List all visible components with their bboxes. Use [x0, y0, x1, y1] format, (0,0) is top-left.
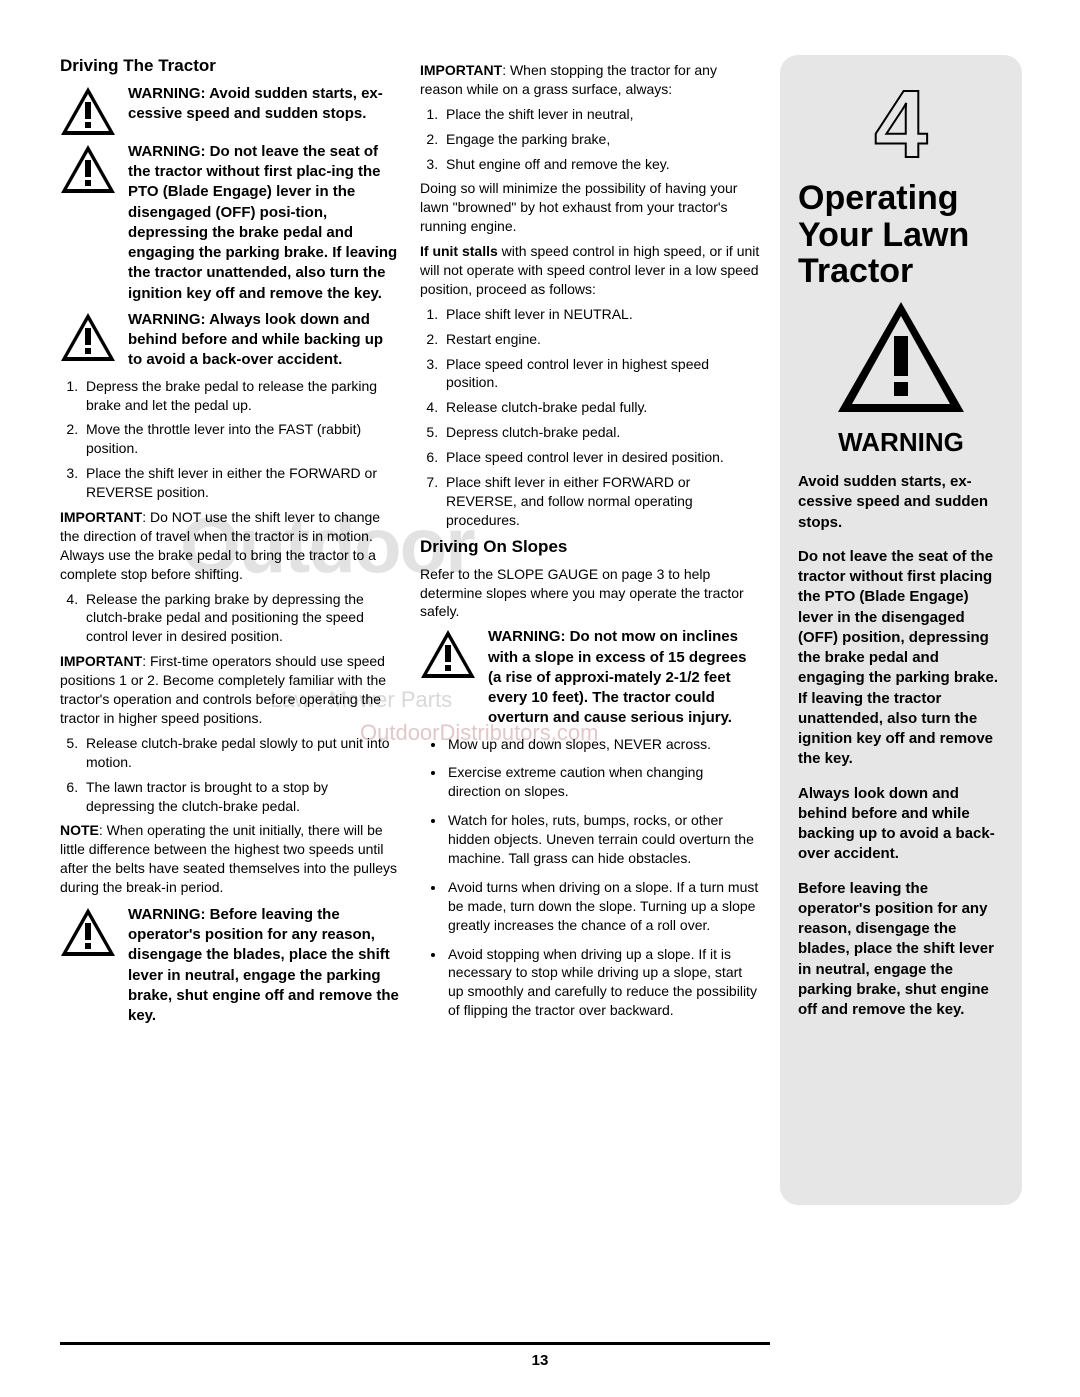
- bullet-item: Avoid stopping when driving up a slope. …: [446, 945, 760, 1021]
- warning-icon: [420, 627, 476, 728]
- sidebar: 4 Operating Your Lawn Tractor WARNING Av…: [780, 55, 1022, 1205]
- sidebar-para-2: Do not leave the seat of the tractor wit…: [798, 547, 1004, 770]
- warning-text-3: WARNING: Always look down and behind bef…: [128, 310, 400, 371]
- important-note-2: IMPORTANT: First-time operators should u…: [60, 652, 400, 728]
- warning-box-1: WARNING: Avoid sudden starts, ex-cessive…: [60, 84, 400, 136]
- sidebar-warning-heading: WARNING: [798, 427, 1004, 458]
- step-item: Place the shift lever in either the FORW…: [82, 464, 400, 502]
- note-paragraph: NOTE: When operating the unit initially,…: [60, 821, 400, 897]
- column-left: Driving The Tractor WARNING: Avoid sudde…: [60, 55, 400, 1315]
- para-browned: Doing so will minimize the possibility o…: [420, 179, 760, 236]
- warning-text-4: WARNING: Before leaving the operator's p…: [128, 905, 400, 1027]
- step-item: Place speed control lever in desired pos…: [442, 448, 760, 467]
- steps-list-1: Depress the brake pedal to release the p…: [60, 377, 400, 502]
- para-slope-gauge: Refer to the SLOPE GAUGE on page 3 to he…: [420, 565, 760, 622]
- warning-text-2: WARNING: Do not leave the seat of the tr…: [128, 142, 400, 304]
- important-stop: IMPORTANT: When stopping the tractor for…: [420, 61, 760, 99]
- stall-steps: Place shift lever in NEUTRAL. Restart en…: [420, 305, 760, 530]
- warning-text-1: WARNING: Avoid sudden starts, ex-cessive…: [128, 84, 400, 136]
- step-item: Release clutch-brake pedal slowly to put…: [82, 734, 400, 772]
- warning-box-slope: WARNING: Do not mow on inclines with a s…: [420, 627, 760, 728]
- step-item: Move the throttle lever into the FAST (r…: [82, 420, 400, 458]
- step-item: Place the shift lever in neutral,: [442, 105, 760, 124]
- warning-text-slope: WARNING: Do not mow on inclines with a s…: [488, 627, 760, 728]
- warning-icon-large: [798, 300, 1004, 419]
- step-item: Restart engine.: [442, 330, 760, 349]
- step-item: Release the parking brake by depressing …: [82, 590, 400, 647]
- heading-driving-tractor: Driving The Tractor: [60, 55, 400, 78]
- warning-box-3: WARNING: Always look down and behind bef…: [60, 310, 400, 371]
- warning-icon: [60, 84, 116, 136]
- heading-slopes: Driving On Slopes: [420, 536, 760, 559]
- column-right: IMPORTANT: When stopping the tractor for…: [420, 55, 760, 1315]
- stop-steps: Place the shift lever in neutral, Engage…: [420, 105, 760, 174]
- warning-icon: [60, 142, 116, 304]
- sidebar-para-1: Avoid sudden starts, ex-cessive speed an…: [798, 472, 1004, 533]
- steps-list-2: Release the parking brake by depressing …: [60, 590, 400, 647]
- steps-list-3: Release clutch-brake pedal slowly to put…: [60, 734, 400, 816]
- sidebar-para-4: Before leaving the operator's position f…: [798, 879, 1004, 1021]
- sidebar-para-3: Always look down and behind before and w…: [798, 784, 1004, 865]
- step-item: Depress clutch-brake pedal.: [442, 423, 760, 442]
- stall-para: If unit stalls with speed control in hig…: [420, 242, 760, 299]
- bullet-item: Exercise extreme caution when changing d…: [446, 763, 760, 801]
- step-item: Depress the brake pedal to release the p…: [82, 377, 400, 415]
- page-number: 13: [0, 1352, 1080, 1369]
- warning-icon: [60, 905, 116, 1027]
- important-note-1: IMPORTANT: Do NOT use the shift lever to…: [60, 508, 400, 584]
- sidebar-title: Operating Your Lawn Tractor: [798, 180, 1004, 290]
- bullet-item: Mow up and down slopes, NEVER across.: [446, 735, 760, 754]
- warning-box-4: WARNING: Before leaving the operator's p…: [60, 905, 400, 1027]
- bullet-item: Watch for holes, ruts, bumps, rocks, or …: [446, 811, 760, 868]
- step-item: The lawn tractor is brought to a stop by…: [82, 778, 400, 816]
- svg-text:4: 4: [874, 79, 927, 171]
- bullet-item: Avoid turns when driving on a slope. If …: [446, 878, 760, 935]
- slope-bullets: Mow up and down slopes, NEVER across. Ex…: [420, 735, 760, 1021]
- footer-rule: [60, 1342, 770, 1345]
- page-content: Driving The Tractor WARNING: Avoid sudde…: [60, 55, 1030, 1315]
- step-item: Place shift lever in either FORWARD or R…: [442, 473, 760, 530]
- chapter-number: 4: [798, 79, 1004, 176]
- warning-icon: [60, 310, 116, 371]
- warning-box-2: WARNING: Do not leave the seat of the tr…: [60, 142, 400, 304]
- step-item: Shut engine off and remove the key.: [442, 155, 760, 174]
- step-item: Engage the parking brake,: [442, 130, 760, 149]
- step-item: Release clutch-brake pedal fully.: [442, 398, 760, 417]
- step-item: Place speed control lever in highest spe…: [442, 355, 760, 393]
- step-item: Place shift lever in NEUTRAL.: [442, 305, 760, 324]
